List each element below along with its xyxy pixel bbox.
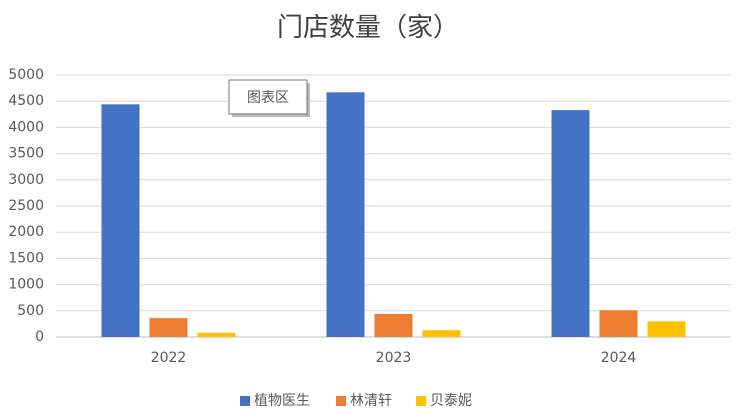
bar [551, 110, 590, 337]
legend-label: 林清轩 [350, 393, 392, 409]
bar [101, 104, 140, 338]
y-tick-label: 5000 [8, 67, 44, 83]
y-tick-label: 500 [17, 303, 44, 319]
tooltip-text: 图表区 [247, 90, 289, 106]
tooltip: 图表区 [228, 79, 310, 117]
y-tick-label: 4000 [8, 119, 44, 135]
chart-title: 门店数量（家） [277, 13, 459, 43]
y-tick-label: 1500 [8, 250, 44, 266]
legend-swatch [336, 396, 346, 406]
y-tick-label: 0 [35, 329, 44, 345]
bar [599, 310, 638, 337]
x-tick-label: 2023 [376, 350, 412, 366]
y-tick-label: 2000 [8, 224, 44, 240]
legend-swatch [416, 396, 426, 406]
bar [374, 313, 413, 337]
legend-label: 植物医生 [254, 393, 310, 409]
bar [197, 332, 236, 337]
legend-swatch [240, 396, 250, 406]
bar [149, 318, 188, 337]
legend-label: 贝泰妮 [430, 393, 472, 409]
x-tick-label: 2022 [151, 350, 187, 366]
bar [326, 92, 365, 338]
bar [422, 330, 461, 337]
y-tick-label: 1000 [8, 277, 44, 293]
y-tick-label: 3500 [8, 146, 44, 162]
y-tick-label: 3000 [8, 172, 44, 188]
y-tick-label: 2500 [8, 198, 44, 214]
tooltip-box [228, 79, 308, 115]
y-tick-label: 4500 [8, 93, 44, 109]
x-tick-label: 2024 [601, 350, 637, 366]
bar [647, 321, 686, 337]
